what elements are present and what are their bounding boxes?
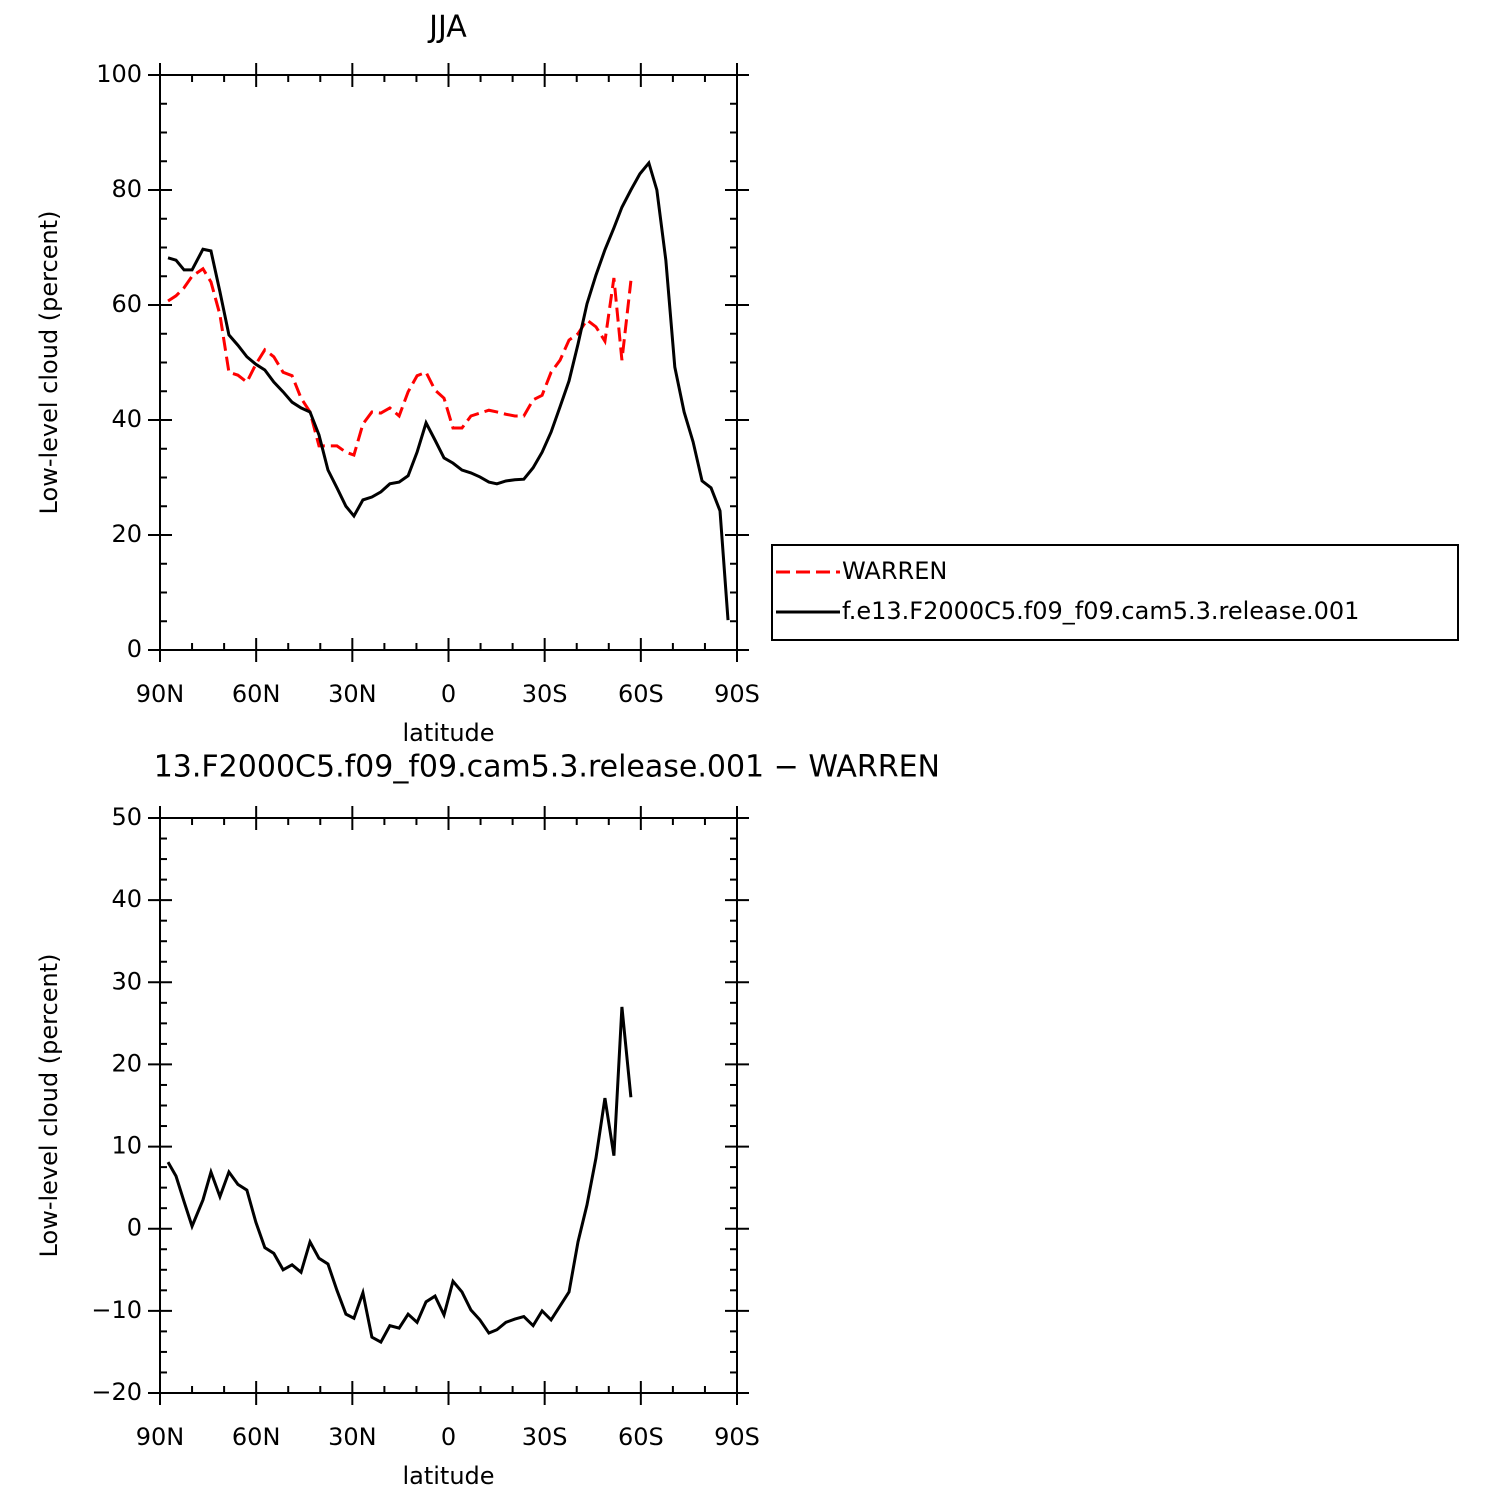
data-line — [167, 266, 633, 458]
y-tick-label: 100 — [96, 60, 142, 88]
y-axis-label: Low-level cloud (percent) — [35, 954, 63, 1258]
data-line — [166, 1006, 633, 1345]
y-tick-label: 40 — [111, 885, 142, 913]
x-tick-label: 30N — [328, 680, 377, 708]
y-tick-label: 60 — [111, 290, 142, 318]
x-tick-label: 0 — [441, 1423, 456, 1451]
x-tick-label: 0 — [441, 680, 456, 708]
y-tick-label: 0 — [127, 635, 142, 663]
x-tick-label: 30S — [522, 1423, 568, 1451]
y-tick-label: 50 — [111, 803, 142, 831]
chart-title: JJA — [427, 10, 467, 45]
x-axis-label: latitude — [402, 719, 494, 747]
x-tick-label: 60S — [618, 680, 664, 708]
legend-label: f.e13.F2000C5.f09_f09.cam5.3.release.001 — [842, 597, 1359, 625]
y-tick-label: 20 — [111, 520, 142, 548]
y-tick-label: 80 — [111, 175, 142, 203]
legend-box — [771, 544, 1459, 641]
y-tick-label: 30 — [111, 967, 142, 995]
x-tick-label: 60N — [232, 680, 281, 708]
y-tick-label: 0 — [127, 1214, 142, 1242]
x-tick-label: 90N — [136, 1423, 185, 1451]
legend: WARREN f.e13.F2000C5.f09_f09.cam5.3.relea… — [771, 544, 1459, 641]
x-tick-label: 30S — [522, 680, 568, 708]
y-tick-label: −20 — [91, 1378, 142, 1406]
y-tick-label: 20 — [111, 1049, 142, 1077]
x-axis-label: latitude — [402, 1462, 494, 1490]
x-tick-label: 60N — [232, 1423, 281, 1451]
plot-frame — [159, 817, 738, 1394]
x-tick-label: 30N — [328, 1423, 377, 1451]
data-line — [167, 159, 730, 621]
y-tick-label: 40 — [111, 405, 142, 433]
x-tick-label: 90N — [136, 680, 185, 708]
y-axis-label: Low-level cloud (percent) — [35, 211, 63, 515]
chart-title: 13.F2000C5.f09_f09.cam5.3.release.001 − … — [154, 750, 940, 785]
x-tick-label: 90S — [714, 680, 760, 708]
plot-frame — [159, 74, 738, 651]
x-tick-label: 60S — [618, 1423, 664, 1451]
y-tick-label: 10 — [111, 1132, 142, 1160]
x-tick-label: 90S — [714, 1423, 760, 1451]
legend-label: WARREN — [842, 557, 947, 585]
y-tick-label: −10 — [91, 1296, 142, 1324]
